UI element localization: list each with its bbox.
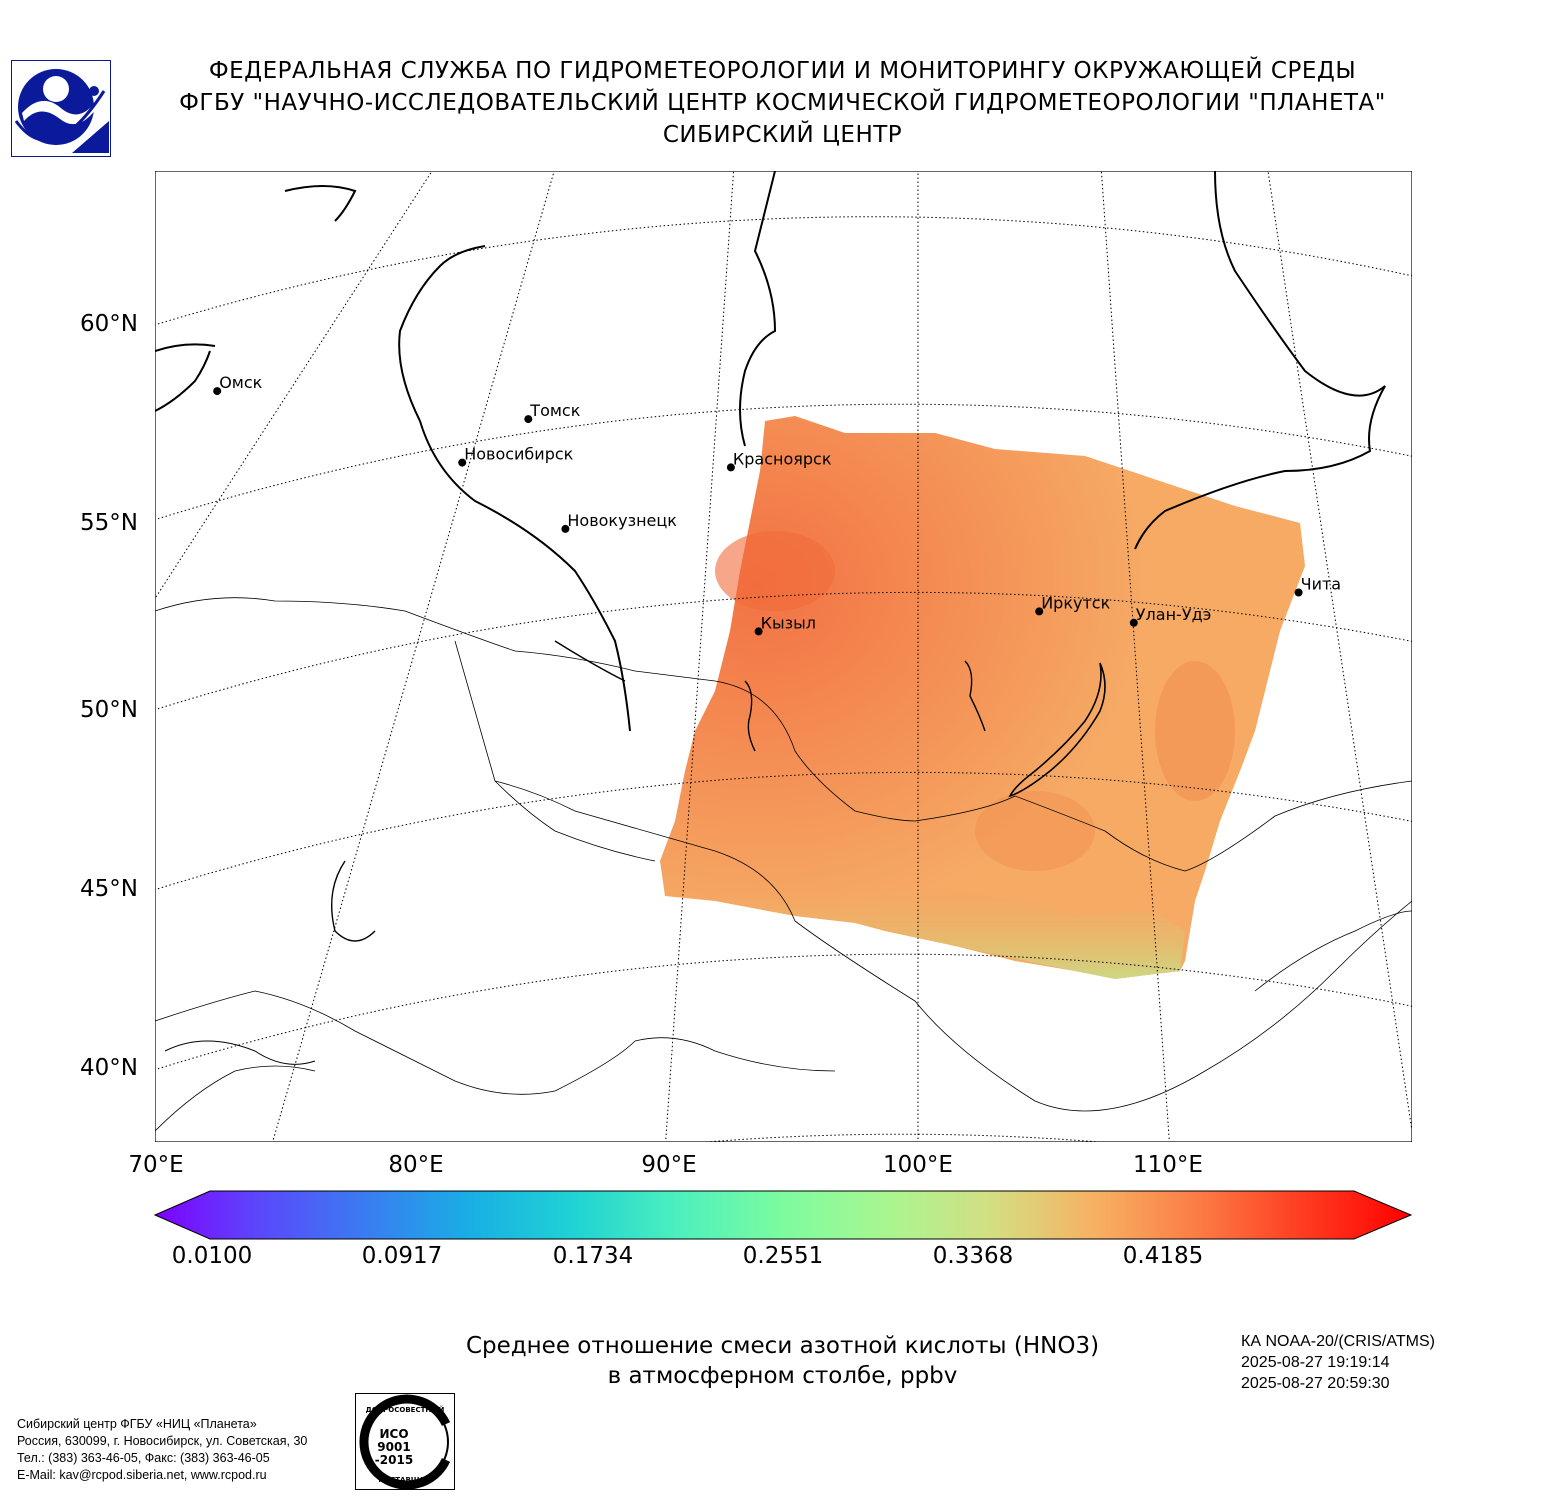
colorbar-tick-2: 0.1734 xyxy=(552,1243,634,1269)
city-label: Новосибирск xyxy=(464,445,573,464)
lat-label-60: 60°N xyxy=(80,311,138,337)
footer-email: E-Mail: kav@rcpod.siberia.net, www.rcpod… xyxy=(17,1468,267,1482)
planeta-logo-icon xyxy=(14,69,109,153)
iso-number: 9001 xyxy=(377,1440,410,1454)
lon-label-90: 90°E xyxy=(641,1152,697,1178)
city-marker xyxy=(754,627,763,636)
footer-phone: Тел.: (383) 363-46-05, Факс: (383) 363-4… xyxy=(17,1451,270,1465)
iso-badge-icon: ДОБРОСОВЕСТНЫЙ ИСО 9001 -2015 ПОСТАВЩИК xyxy=(359,1394,451,1490)
city-marker xyxy=(458,458,467,467)
city-marker xyxy=(726,463,735,472)
lat-label-40: 40°N xyxy=(80,1055,138,1081)
iso-bottom-text: ПОСТАВЩИК xyxy=(378,1476,432,1484)
header-line-3: СИБИРСКИЙ ЦЕНТР xyxy=(662,122,903,148)
lon-label-100: 100°E xyxy=(883,1152,953,1178)
city-label: Красноярск xyxy=(733,449,832,468)
city-marker xyxy=(524,415,533,424)
city-label: Томск xyxy=(529,401,580,420)
city-marker xyxy=(561,524,570,533)
rivers-coastlines xyxy=(155,171,1386,732)
colorbar-tick-5: 0.4185 xyxy=(1122,1243,1204,1269)
iso-text: ИСО xyxy=(379,1427,408,1441)
iso-badge: ДОБРОСОВЕСТНЫЙ ИСО 9001 -2015 ПОСТАВЩИК xyxy=(355,1393,455,1490)
city-marker xyxy=(213,387,222,396)
colorbar-tick-0: 0.0100 xyxy=(171,1243,253,1269)
header-line-2: ФГБУ "НАУЧНО-ИССЛЕДОВАТЕЛЬСКИЙ ЦЕНТР КОС… xyxy=(179,90,1386,116)
caption-line-1: Среднее отношение смеси азотной кислоты … xyxy=(465,1333,1100,1359)
satellite-name: КА NOAA-20/(CRIS/ATMS) xyxy=(1241,1333,1435,1350)
city-label: Новокузнецк xyxy=(567,511,677,530)
lat-label-45: 45°N xyxy=(80,876,138,902)
lon-label-80: 80°E xyxy=(388,1152,444,1178)
city-label: Омск xyxy=(219,373,262,392)
satellite-end-time: 2025-08-27 20:59:30 xyxy=(1241,1375,1390,1392)
lake-baikal xyxy=(1008,662,1106,798)
city-marker xyxy=(1129,618,1138,627)
lat-label-55: 55°N xyxy=(80,510,138,536)
caption-line-2: в атмосферном столбе, ppbv xyxy=(607,1363,958,1389)
city-label: Иркутск xyxy=(1041,593,1110,612)
city-marker xyxy=(1294,588,1303,597)
graticule xyxy=(155,171,1412,1142)
iso-top-text: ДОБРОСОВЕСТНЫЙ xyxy=(366,1405,445,1414)
iso-year: -2015 xyxy=(375,1453,413,1467)
colorbar-bar xyxy=(154,1190,1412,1240)
city-label: Улан-Удэ xyxy=(1136,605,1212,624)
country-borders xyxy=(155,597,1412,1132)
city-label: Кызыл xyxy=(761,613,816,632)
map-panel: НорильскХанты-МансийскЕкатеринбургКурган… xyxy=(155,171,1412,1142)
colorbar-tick-3: 0.2551 xyxy=(742,1243,824,1269)
lat-label-50: 50°N xyxy=(80,697,138,723)
colorbar-tick-1: 0.0917 xyxy=(361,1243,443,1269)
city-marker xyxy=(1035,607,1044,616)
lon-label-110: 110°E xyxy=(1133,1152,1203,1178)
planeta-logo xyxy=(11,60,111,157)
footer-org: Сибирский центр ФГБУ «НИЦ «Планета» xyxy=(17,1417,257,1431)
lon-label-70: 70°E xyxy=(128,1152,184,1178)
cities: НорильскХанты-МансийскЕкатеринбургКурган… xyxy=(213,373,1342,636)
satellite-start-time: 2025-08-27 19:19:14 xyxy=(1241,1354,1390,1371)
colorbar xyxy=(154,1190,1412,1240)
colorbar-tick-4: 0.3368 xyxy=(932,1243,1014,1269)
city-label: Чита xyxy=(1301,575,1342,594)
footer-address: Россия, 630099, г. Новосибирск, ул. Сове… xyxy=(17,1434,308,1448)
header-line-1: ФЕДЕРАЛЬНАЯ СЛУЖБА ПО ГИДРОМЕТЕОРОЛОГИИ … xyxy=(208,58,1357,84)
